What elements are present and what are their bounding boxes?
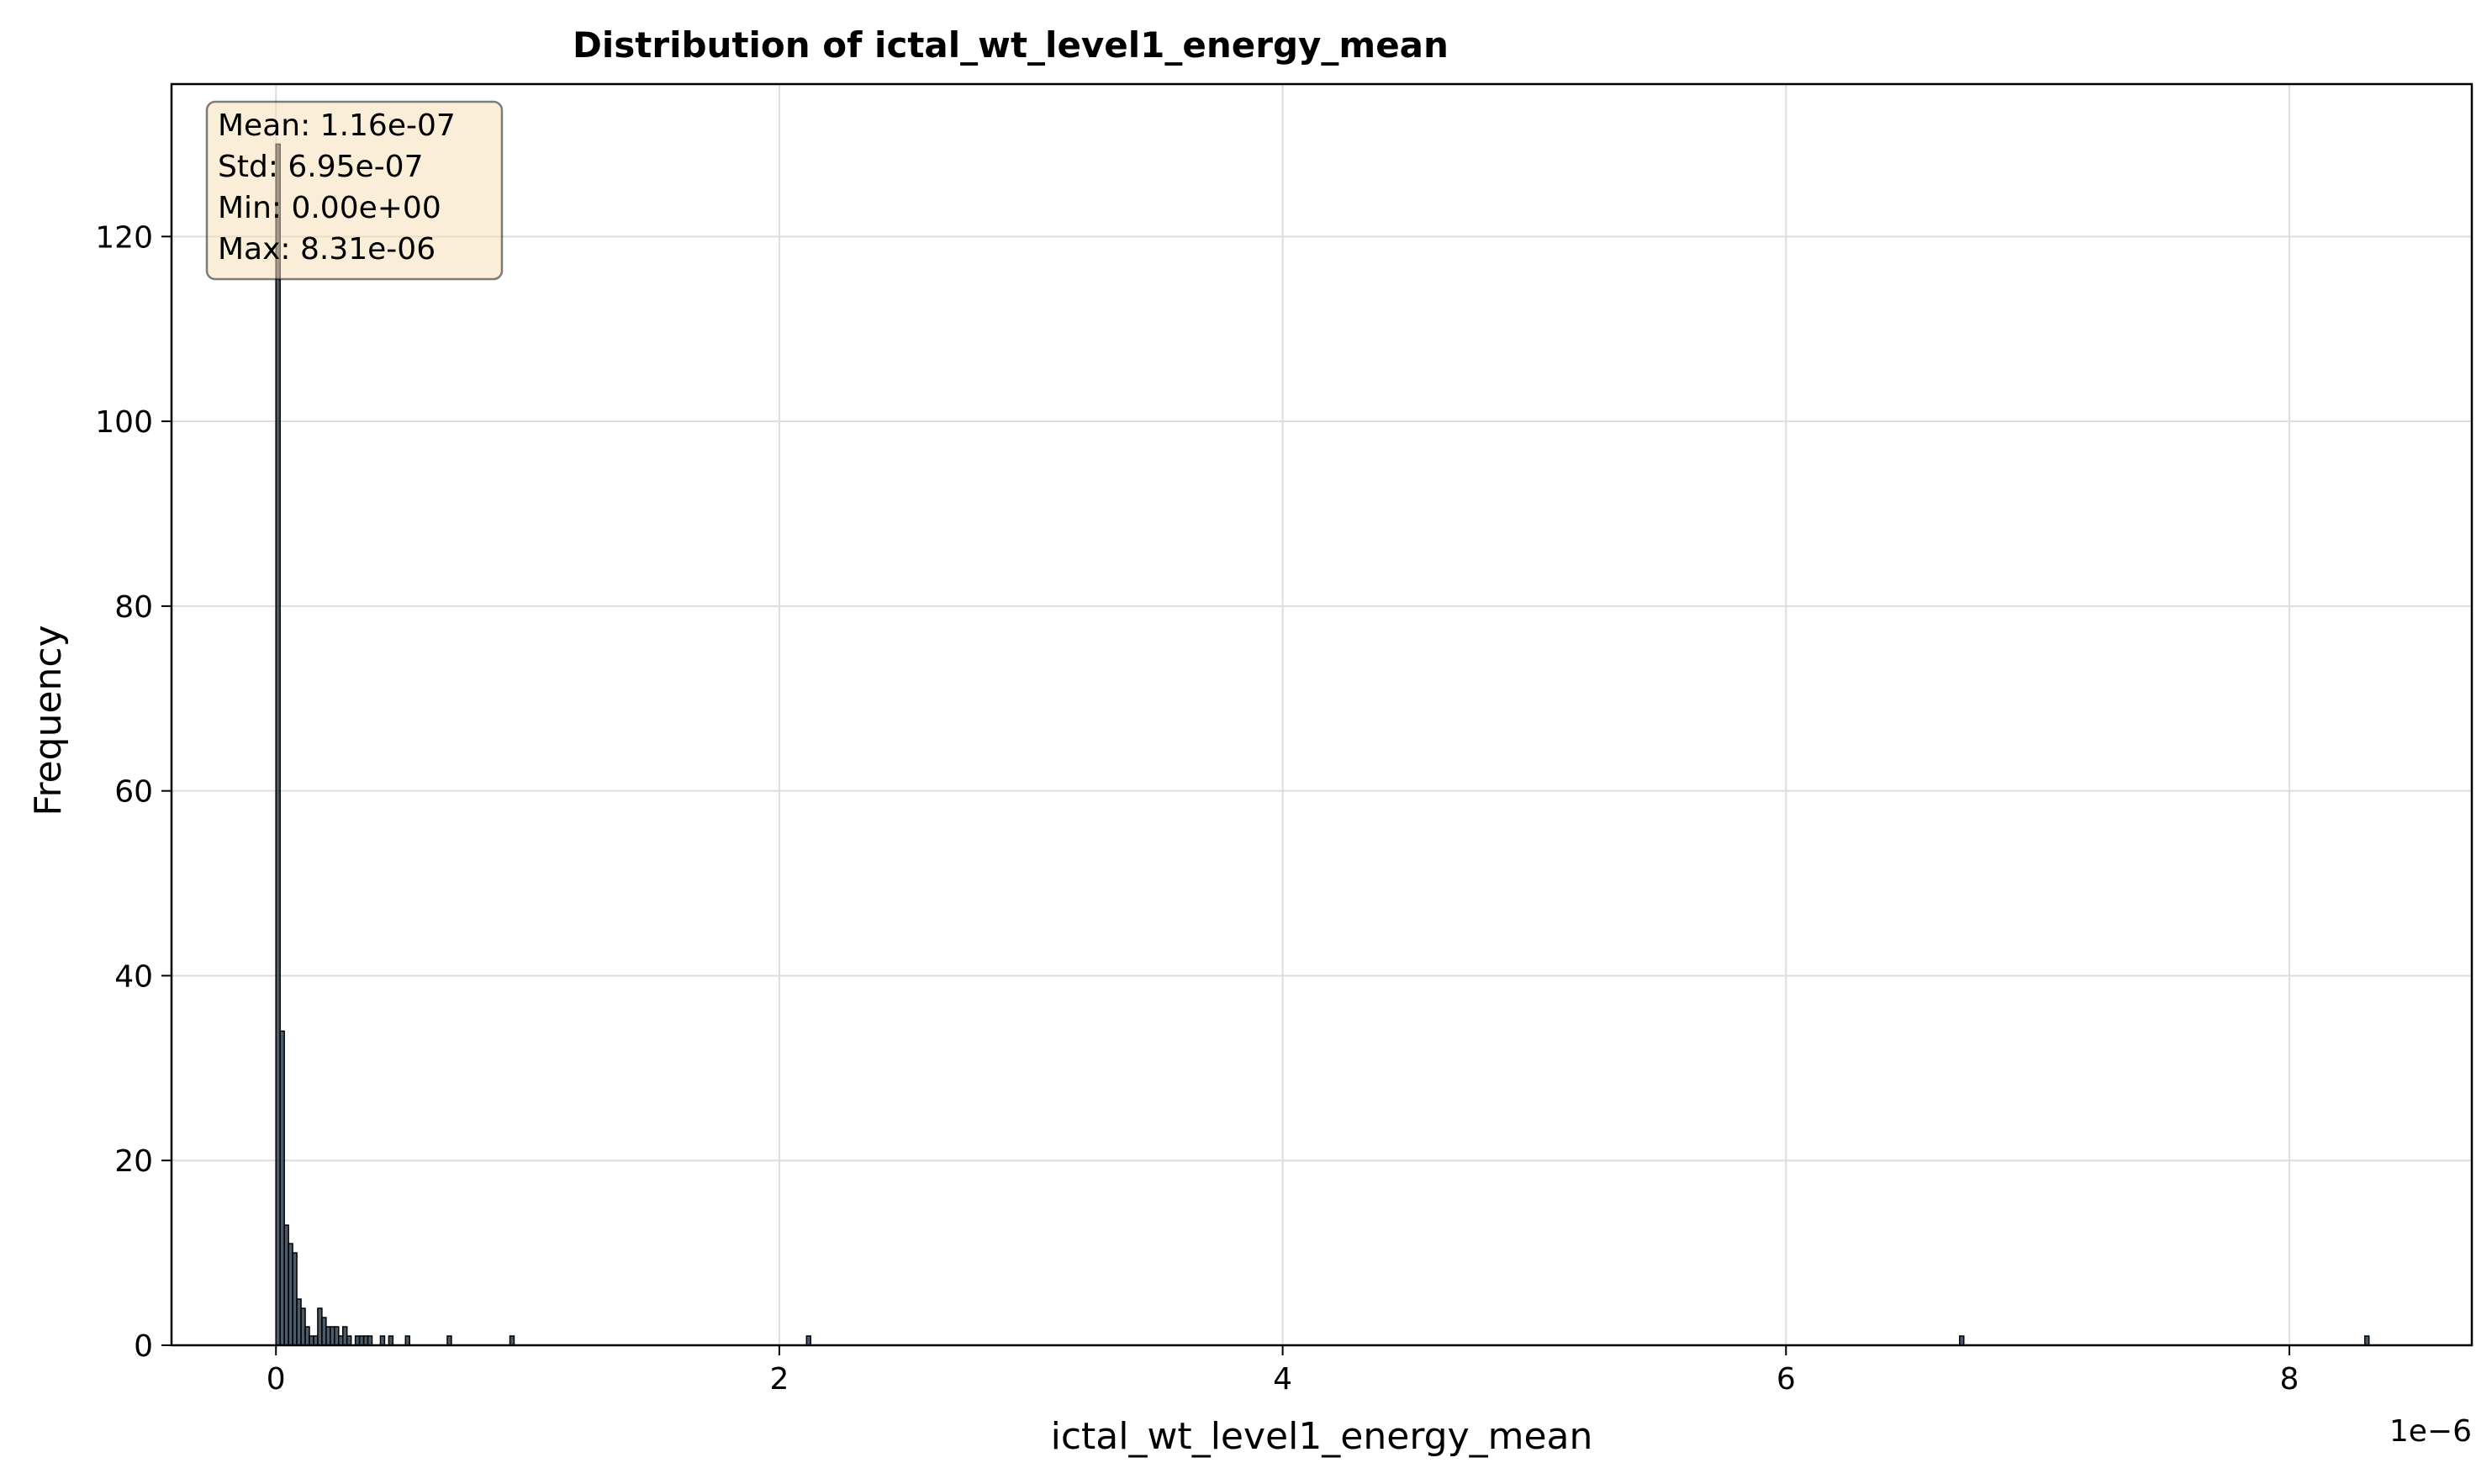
x-axis-ticks: 0 2 4 6 8 [267, 1345, 2299, 1397]
stats-box-background [205, 100, 504, 281]
y-tick-label: 100 [95, 405, 153, 440]
histogram-bar [346, 1335, 352, 1346]
histogram-bar [2363, 1335, 2370, 1346]
x-tick-label: 0 [267, 1362, 286, 1397]
chart-title: Distribution of ictal_wt_level1_energy_m… [573, 24, 1449, 66]
x-tick-label: 6 [1777, 1362, 1796, 1397]
x-tick-label: 2 [769, 1362, 789, 1397]
plot-frame [170, 82, 2474, 1347]
y-tick-label: 20 [114, 1144, 153, 1179]
histogram-bar [379, 1335, 386, 1346]
histogram-bar [805, 1335, 812, 1346]
y-axis-label: Frequency [27, 625, 70, 816]
y-tick-label: 120 [95, 220, 153, 255]
y-tick-label: 60 [114, 775, 153, 810]
y-tick-label: 40 [114, 959, 153, 994]
x-tick-label: 8 [2280, 1362, 2299, 1397]
x-axis-offset-label: 1e−6 [2389, 1414, 2472, 1449]
histogram-bar [404, 1335, 410, 1346]
grid-lines [172, 84, 2472, 1346]
stats-std: Std: 6.95e-07 [218, 150, 424, 184]
stats-max: Max: 8.31e-06 [218, 232, 436, 267]
histogram-bar [446, 1335, 452, 1346]
histogram-bar [509, 1335, 515, 1346]
x-tick-label: 4 [1273, 1362, 1292, 1397]
stats-min: Min: 0.00e+00 [218, 191, 441, 225]
stats-box: Mean: 1.16e-07 Std: 6.95e-07 Min: 0.00e+… [205, 100, 504, 281]
histogram-bar [388, 1335, 394, 1346]
histogram-bar [1959, 1335, 1965, 1346]
y-tick-label: 80 [114, 590, 153, 625]
histogram-bar [367, 1335, 373, 1346]
stats-mean: Mean: 1.16e-07 [218, 108, 456, 143]
y-tick-label: 0 [134, 1329, 153, 1364]
y-axis-ticks: 0 20 40 60 80 100 120 [95, 220, 172, 1364]
x-axis-label: ictal_wt_level1_energy_mean [1051, 1415, 1593, 1458]
